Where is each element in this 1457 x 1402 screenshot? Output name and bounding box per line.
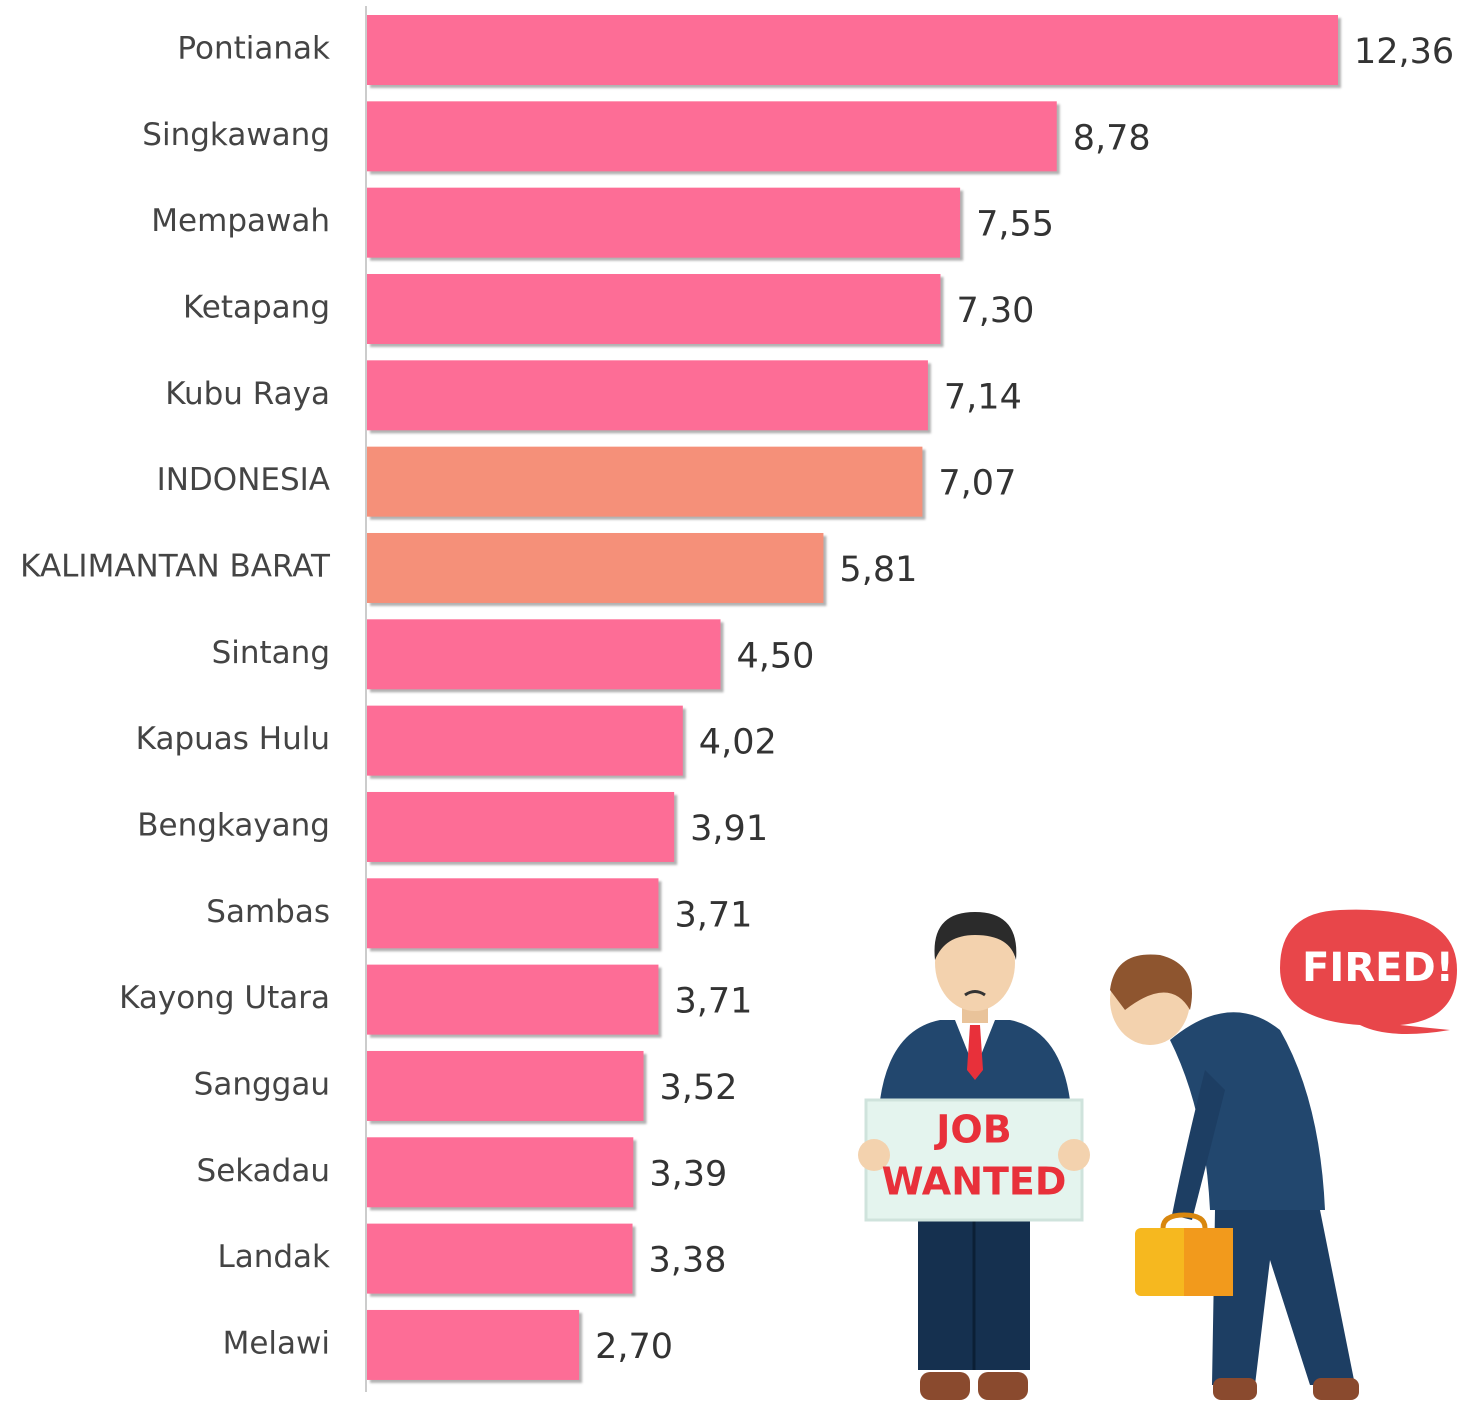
- category-label: Sambas: [206, 894, 330, 930]
- value-label: 12,36: [1354, 32, 1454, 72]
- category-label: Ketapang: [183, 289, 330, 325]
- value-label: 3,52: [660, 1068, 738, 1108]
- value-label: 3,38: [649, 1241, 727, 1281]
- bar: [367, 1310, 579, 1380]
- value-label: 7,30: [956, 291, 1034, 331]
- bar: [367, 274, 940, 344]
- bar: [367, 447, 922, 517]
- bar: [367, 1137, 633, 1207]
- category-label: Landak: [217, 1239, 330, 1275]
- category-label: Singkawang: [142, 117, 330, 153]
- category-label: Kapuas Hulu: [136, 721, 330, 757]
- value-label: 5,81: [839, 550, 917, 590]
- category-label: INDONESIA: [157, 462, 330, 498]
- value-label: 7,14: [944, 377, 1022, 417]
- value-label: 7,55: [976, 205, 1054, 245]
- category-label: Bengkayang: [137, 807, 330, 843]
- bar: [367, 533, 823, 603]
- bar: [367, 1224, 633, 1294]
- category-label: Kubu Raya: [165, 376, 330, 412]
- value-label: 2,70: [595, 1327, 673, 1367]
- value-label: 4,50: [737, 636, 815, 676]
- value-label: 7,07: [938, 464, 1016, 504]
- bar: [367, 706, 683, 776]
- value-label: 3,71: [674, 895, 752, 935]
- bubble-text: FIRED!: [1302, 945, 1454, 991]
- bar: [367, 619, 721, 689]
- category-label: Mempawah: [151, 203, 330, 239]
- bar: [367, 360, 928, 430]
- bar: [367, 878, 658, 948]
- category-label: Sanggau: [194, 1066, 330, 1102]
- value-label: 3,39: [649, 1154, 727, 1194]
- page: Pontianak 12,36 Singkawang 8,78 Mempawah 7,55…: [0, 0, 1457, 1402]
- value-label: 4,02: [699, 723, 777, 763]
- category-label: Kayong Utara: [119, 980, 330, 1016]
- sign-text: WANTED: [882, 1160, 1067, 1204]
- category-label: Melawi: [223, 1325, 330, 1361]
- bar: [367, 1051, 644, 1121]
- value-label: 3,91: [690, 809, 768, 849]
- category-label: Sintang: [212, 635, 330, 671]
- value-label: 8,78: [1073, 118, 1151, 158]
- bar: [367, 15, 1338, 85]
- illustration: JOB WANTED FIRED!: [858, 910, 1457, 1400]
- category-label: KALIMANTAN BARAT: [20, 548, 331, 584]
- bar: [367, 101, 1057, 171]
- value-label: 3,71: [674, 982, 752, 1022]
- category-label: Sekadau: [197, 1153, 330, 1189]
- chart: Pontianak 12,36 Singkawang 8,78 Mempawah 7,55…: [0, 0, 1457, 1402]
- bar: [367, 965, 658, 1035]
- bar: [367, 792, 674, 862]
- bar: [367, 188, 960, 258]
- sign-text: JOB: [933, 1108, 1011, 1152]
- category-label: Pontianak: [177, 31, 330, 67]
